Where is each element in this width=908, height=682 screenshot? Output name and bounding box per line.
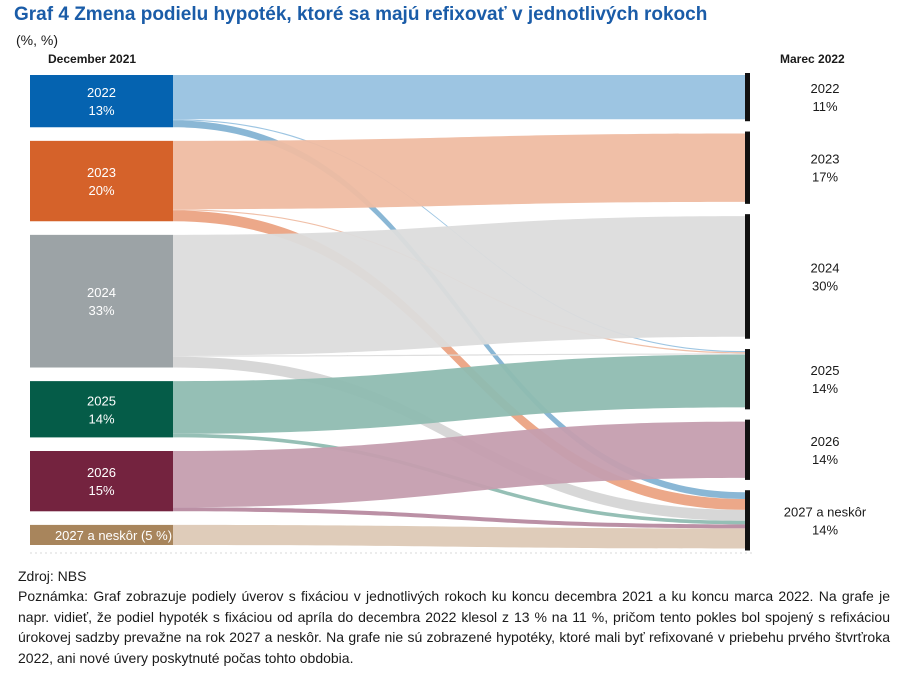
target-label-2024: 2024 (811, 260, 840, 275)
target-value-2025: 14% (812, 381, 838, 396)
target-node-2025 (745, 349, 750, 410)
note-text: Poznámka: Graf zobrazuje podiely úverov … (18, 588, 890, 666)
flow-2022-to-2022 (173, 75, 745, 120)
source-node-2022 (30, 75, 173, 128)
units-label: (%, %) (16, 32, 58, 48)
right-column-label: Marec 2022 (780, 52, 845, 66)
source-node-2025 (30, 381, 173, 438)
chart-title: Graf 4 Zmena podielu hypoték, ktoré sa m… (14, 4, 708, 25)
sankey-labels: 2022 13% 2023 20% 2024 33% 2025 14% 2026 15% 2027 … (55, 81, 867, 543)
source-node-2024 (30, 234, 173, 368)
target-label-2026: 2026 (811, 434, 840, 449)
source-label-2026: 2026 (87, 465, 116, 480)
flow-2023-to-2027-a-nesk-r (173, 210, 745, 510)
target-label-2025: 2025 (811, 363, 840, 378)
left-column-label: December 2021 (48, 52, 137, 66)
target-node-2027-a-nesk-r (745, 490, 750, 551)
target-label-2023: 2023 (811, 152, 840, 167)
source-node-2026 (30, 451, 173, 512)
flow-2026-to-2026 (173, 421, 745, 508)
target-value-2026: 14% (812, 452, 838, 467)
flow-2025-to-2025 (173, 354, 745, 434)
target-label-2022: 2022 (811, 81, 840, 96)
source-node-2023 (30, 140, 173, 222)
source-label-2024: 2024 (87, 285, 116, 300)
sankey-nodes (30, 73, 750, 551)
flow-2026-to-2027-a-nesk-r (173, 507, 745, 529)
flow-2023-to-2023 (173, 133, 745, 210)
source-label-2025: 2025 (87, 393, 116, 408)
target-label-2027-a-nesk-r: 2027 a neskôr (784, 504, 867, 519)
source-label-2022: 2022 (87, 85, 116, 100)
source-text: Zdroj: NBS (18, 568, 87, 584)
source-label-2027-a-nesk-r-5: 2027 a neskôr (5 %) (55, 528, 172, 543)
source-value-2025: 14% (88, 411, 114, 426)
source-value-2024: 33% (88, 303, 114, 318)
flow-2027-a-nesk-r-5-to-2027-a-nesk-r (173, 524, 745, 549)
target-value-2024: 30% (812, 278, 838, 293)
source-value-2023: 20% (88, 183, 114, 198)
target-value-2022: 11% (812, 99, 837, 114)
source-value-2026: 15% (88, 483, 114, 498)
target-value-2023: 17% (812, 170, 838, 185)
source-value-2022: 13% (88, 103, 114, 118)
target-node-2022 (745, 73, 750, 122)
target-node-2024 (745, 214, 750, 339)
target-value-2027-a-nesk-r: 14% (812, 522, 838, 537)
source-node-2027-a-nesk-r-5 (30, 524, 173, 545)
target-node-2026 (745, 419, 750, 480)
flow-2024-to-2025 (173, 353, 745, 357)
source-label-2023: 2023 (87, 165, 116, 180)
sankey-flows (173, 75, 745, 549)
flow-2024-to-2024 (173, 216, 745, 356)
target-node-2023 (745, 131, 750, 204)
